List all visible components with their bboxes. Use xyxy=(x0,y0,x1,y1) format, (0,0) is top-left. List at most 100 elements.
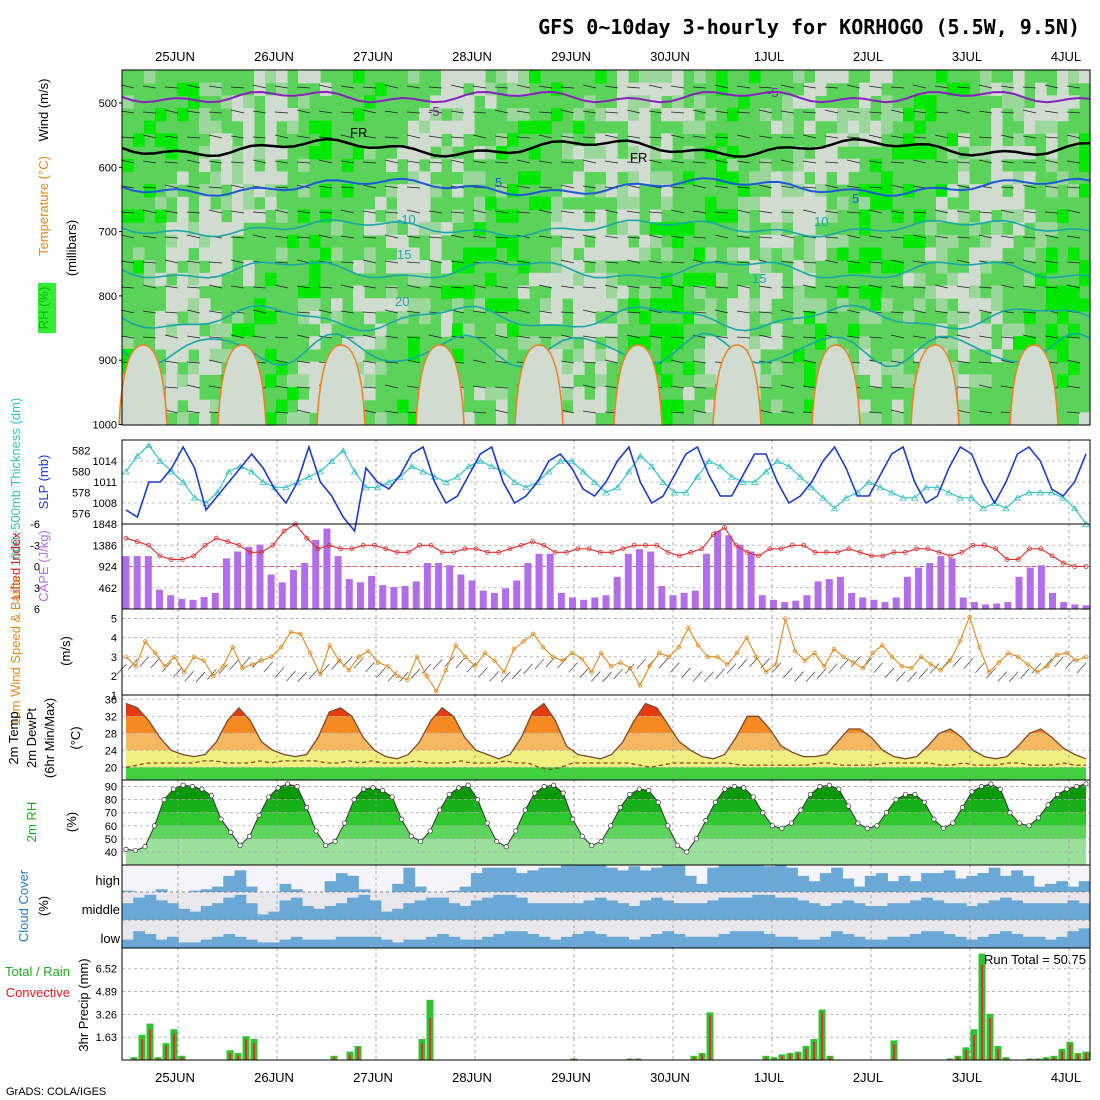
top-date-label: 2JUL xyxy=(853,49,883,64)
rh-point xyxy=(608,823,614,829)
humidity-cell xyxy=(188,82,200,96)
cloud-cell xyxy=(819,936,832,948)
wind-barb xyxy=(1044,260,1059,264)
wind10m-point xyxy=(686,625,691,631)
humidity-cell xyxy=(452,108,464,122)
humidity-cell xyxy=(727,298,739,312)
wind-barb xyxy=(406,186,421,189)
humidity-cell xyxy=(694,272,706,287)
cloud-cell xyxy=(425,897,438,920)
humidity-cell xyxy=(958,323,970,337)
humidity-cell xyxy=(1046,133,1058,147)
wind-barb xyxy=(626,285,641,289)
humidity-cell xyxy=(1024,336,1036,350)
humidity-cell xyxy=(309,234,321,249)
humidity-cell xyxy=(991,285,1003,299)
wind10m-point xyxy=(860,666,866,671)
wind-barb xyxy=(626,210,641,214)
wind-barb xyxy=(230,109,245,114)
rh-point xyxy=(779,825,785,831)
humidity-cell xyxy=(903,184,915,198)
wind-barb xyxy=(780,234,795,239)
rh-point xyxy=(617,804,623,811)
lifted-point xyxy=(530,539,535,545)
wind10m-barb xyxy=(534,658,545,670)
lifted-point xyxy=(123,535,129,541)
humidity-cell xyxy=(716,70,728,84)
cloud-cell xyxy=(943,934,956,948)
humidity-cell xyxy=(991,120,1003,134)
humidity-cell xyxy=(298,361,310,375)
cape-bar xyxy=(1037,565,1045,609)
cape-bar xyxy=(647,551,655,609)
cape-bar xyxy=(178,598,186,609)
humidity-cell xyxy=(661,133,673,147)
wind10m-point xyxy=(1015,654,1021,659)
humidity-cell xyxy=(375,82,387,96)
cape-bar xyxy=(569,597,577,609)
cape-bar xyxy=(546,553,554,609)
precip-convective-bar xyxy=(1037,1058,1039,1060)
humidity-cell xyxy=(661,70,673,84)
humidity-cell xyxy=(804,196,816,211)
humidity-cell xyxy=(518,108,530,122)
wind10m-barb xyxy=(636,658,646,670)
humidity-cell xyxy=(298,285,310,299)
wind-barb xyxy=(406,359,421,364)
humidity-cell xyxy=(221,348,233,363)
wind-label: Wind (m/s) xyxy=(36,79,51,142)
wind-barb xyxy=(736,85,751,89)
wind-barb xyxy=(934,209,949,214)
humidity-cell xyxy=(540,310,552,325)
humidity-cell xyxy=(199,82,211,96)
lifted-tick-label: 3 xyxy=(34,583,40,595)
humidity-cell xyxy=(551,196,563,211)
cloud-cell xyxy=(335,873,348,892)
humidity-cell xyxy=(1079,272,1091,287)
humidity-cell xyxy=(177,196,189,211)
humidity-cell xyxy=(826,158,838,173)
humidity-cell xyxy=(848,323,860,337)
humidity-cell xyxy=(1035,108,1047,122)
wind-barb xyxy=(384,384,399,389)
contour-label: -10 xyxy=(397,212,416,227)
humidity-cell xyxy=(870,310,882,325)
cloud-cell xyxy=(234,894,247,920)
humidity-cell xyxy=(617,222,629,236)
cape-bar xyxy=(535,553,543,609)
humidity-cell xyxy=(694,285,706,299)
humidity-cell xyxy=(738,298,750,312)
humidity-cell xyxy=(804,158,816,173)
humidity-cell xyxy=(551,82,563,96)
wind-barb xyxy=(912,211,927,214)
wind10m-barb xyxy=(1042,658,1053,669)
humidity-cell xyxy=(716,272,728,287)
cloud-cell xyxy=(752,931,765,948)
contour-10 xyxy=(121,219,1091,238)
rh-point xyxy=(437,807,443,813)
lifted-point xyxy=(586,546,592,552)
thickness-point xyxy=(590,478,599,485)
humidity-cell xyxy=(705,108,717,122)
contour-label: 15 xyxy=(397,247,411,262)
wind10m-point xyxy=(1064,650,1069,656)
humidity-cell xyxy=(1079,298,1091,312)
humidity-cell xyxy=(903,133,915,147)
humidity-cell xyxy=(639,285,651,299)
humidity-cell xyxy=(595,361,607,375)
cloud-cell xyxy=(954,903,967,920)
cloud-cell xyxy=(966,939,978,948)
thickness-point xyxy=(122,468,130,475)
humidity-cell xyxy=(562,260,574,274)
wind-barb xyxy=(714,84,729,89)
wind-barb xyxy=(538,209,553,214)
cape-bar xyxy=(982,604,990,609)
humidity-cell xyxy=(243,133,255,147)
humidity-cell xyxy=(573,323,585,337)
wind-barb xyxy=(868,336,883,339)
wind-barb xyxy=(406,336,421,339)
wind-barb xyxy=(142,261,157,264)
wind-barb xyxy=(714,234,729,239)
humidity-cell xyxy=(595,133,607,147)
wind-barb xyxy=(890,386,905,389)
